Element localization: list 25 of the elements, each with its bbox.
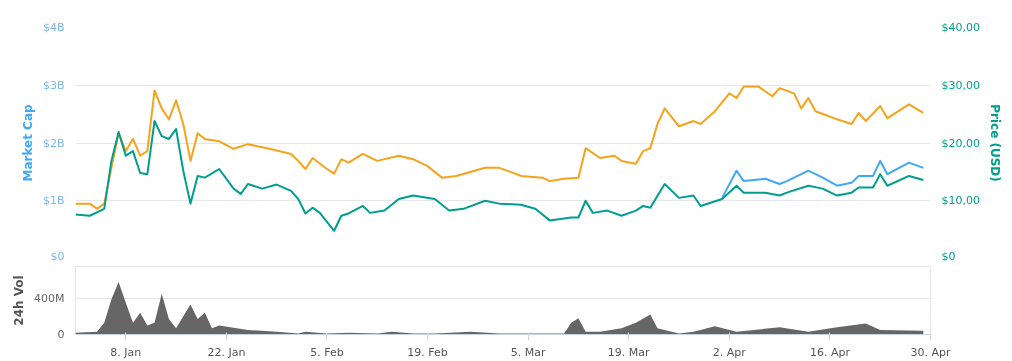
x-tick-label: 5. Mar [510,345,546,359]
y-tick-label: $1B [42,194,65,208]
y2-tick-label: $30,00 [941,78,980,92]
y2-tick-label: $40,00 [941,21,980,34]
y2-tick-label: $20,00 [941,136,980,150]
x-tick-label: 22. Jan [207,345,246,359]
y2-axis-title: Price (USD) [987,104,1002,182]
y2-tick-label: $10,00 [941,194,980,208]
x-tick-label: 30. Apr [910,345,951,359]
x-tick-label: 2. Apr [712,345,747,359]
y-tick-label: 0 [57,328,65,341]
x-tick-label: 16. Apr [809,345,851,359]
x-tick-label: 19. Feb [407,345,448,359]
x-tick-label: 5. Feb [310,345,344,359]
y-axis-title: Market Cap [20,104,35,182]
y-tick-label: $2B [42,136,65,150]
y-tick-label: $3B [42,78,65,92]
y-tick-label: 400M [34,291,65,305]
y-tick-label: $0 [50,249,65,263]
x-tick-label: 19. Mar [607,345,651,359]
line-series [721,159,925,199]
x-tick-label: 8. Jan [110,345,142,359]
y-axis-title: 24h Vol [12,275,27,326]
y-tick-label: $4B [42,21,65,34]
y2-tick-label: $0 [941,249,956,263]
